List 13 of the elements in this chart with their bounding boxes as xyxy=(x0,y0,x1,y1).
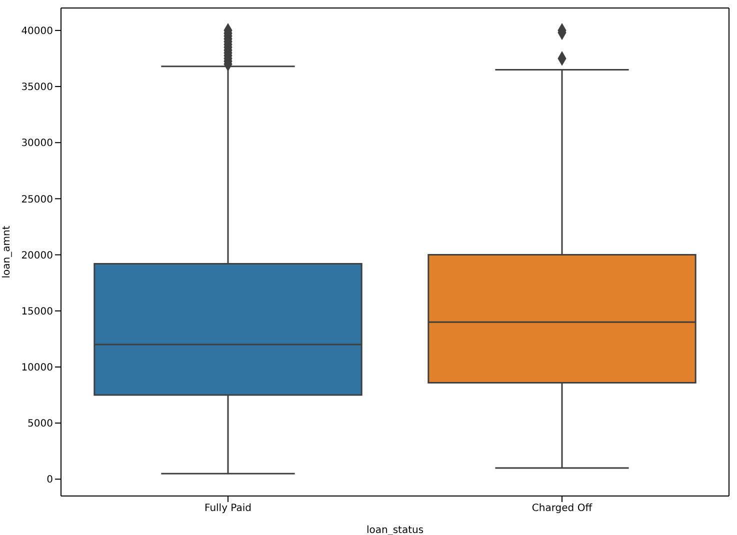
x-tick-label: Fully Paid xyxy=(204,503,252,514)
y-tick-label: 25000 xyxy=(21,194,53,206)
x-tick-label: Charged Off xyxy=(532,503,594,514)
y-tick-label: 15000 xyxy=(21,306,53,318)
y-tick-label: 35000 xyxy=(21,82,53,94)
x-axis-title: loan_status xyxy=(366,525,424,535)
y-tick-label: 40000 xyxy=(21,26,53,37)
y-axis-title: loan_amnt xyxy=(2,226,13,278)
y-tick-label: 20000 xyxy=(21,250,53,262)
y-tick-label: 10000 xyxy=(21,362,53,374)
y-tick-label: 5000 xyxy=(28,418,53,430)
y-tick-label: 0 xyxy=(46,474,53,486)
y-tick-label: 30000 xyxy=(21,138,53,150)
